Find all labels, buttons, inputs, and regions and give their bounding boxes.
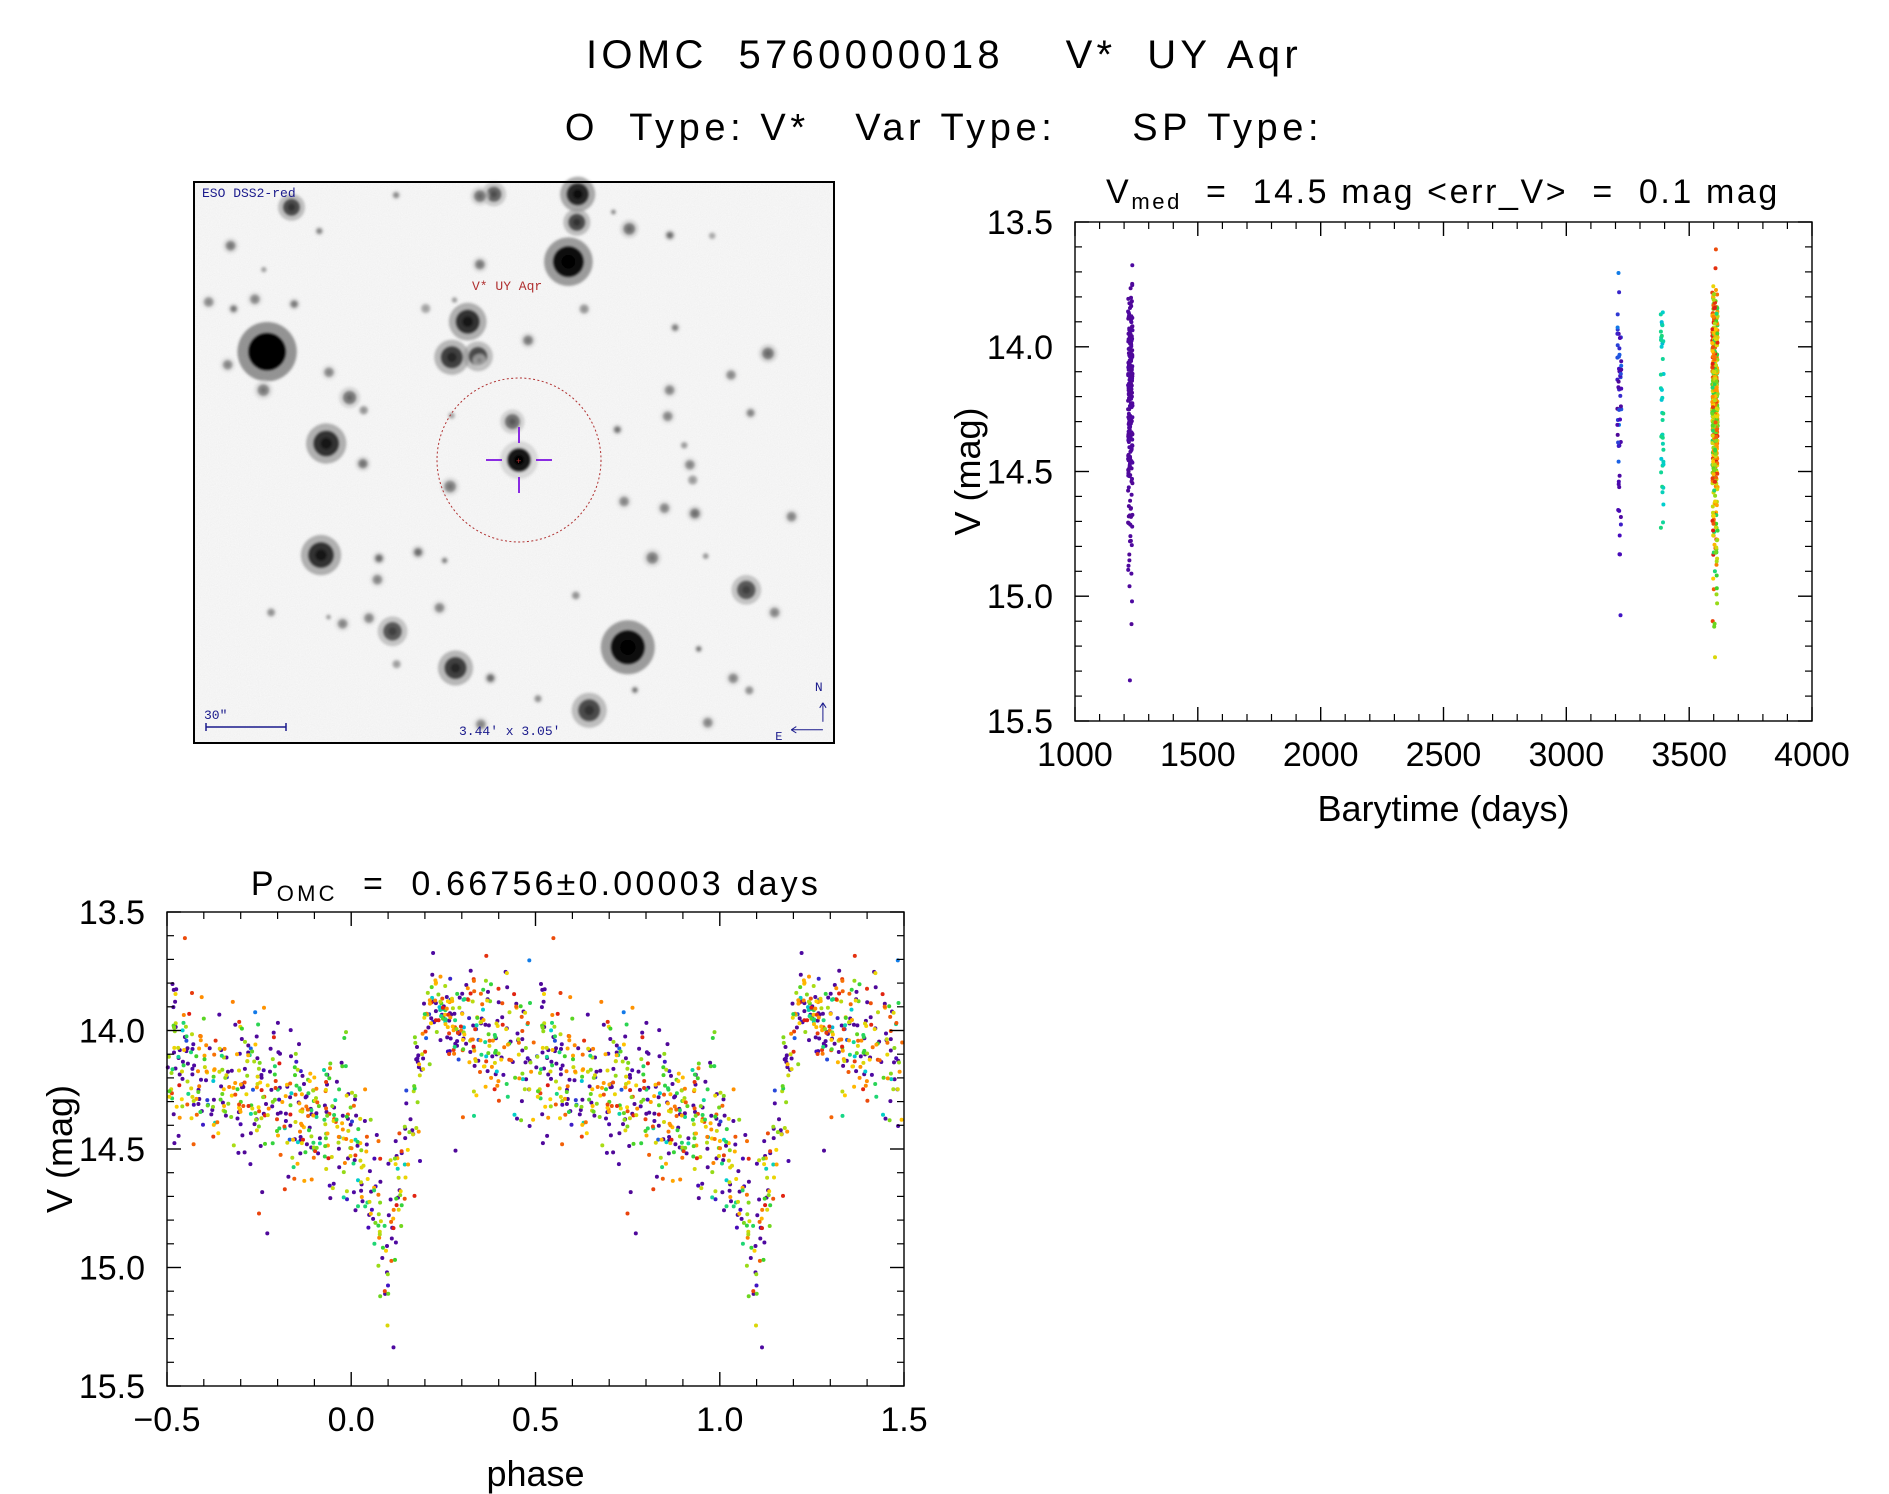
svg-text:IOMC 5760000018 V* UY Aqr: IOMC 5760000018 V* UY Aqr — [586, 33, 1302, 77]
svg-text:0.0: 0.0 — [328, 1401, 375, 1439]
svg-text:14.5: 14.5 — [987, 454, 1053, 492]
svg-text:3000: 3000 — [1528, 736, 1604, 774]
svg-text:13.5: 13.5 — [79, 894, 145, 932]
svg-text:V (mag): V (mag) — [947, 407, 988, 535]
svg-text:V* UY Aqr: V* UY Aqr — [472, 279, 542, 294]
svg-text:14.5: 14.5 — [79, 1131, 145, 1169]
svg-text:Barytime (days): Barytime (days) — [1317, 788, 1569, 829]
svg-text:2500: 2500 — [1406, 736, 1482, 774]
svg-text:15.5: 15.5 — [79, 1368, 145, 1406]
svg-text:3500: 3500 — [1651, 736, 1727, 774]
svg-text:15.0: 15.0 — [987, 578, 1053, 616]
svg-text:15.5: 15.5 — [987, 703, 1053, 741]
svg-text:1000: 1000 — [1037, 736, 1113, 774]
svg-text:ESO DSS2-red: ESO DSS2-red — [202, 186, 296, 201]
svg-text:2000: 2000 — [1283, 736, 1359, 774]
svg-text:14.0: 14.0 — [79, 1013, 145, 1051]
svg-text:Vmed = 14.5 mag <err_V> =: Vmed = 14.5 mag <err_V> = 0.1 mag — [1106, 173, 1780, 214]
svg-text:0.5: 0.5 — [512, 1401, 559, 1439]
svg-text:1500: 1500 — [1160, 736, 1236, 774]
svg-text:E: E — [775, 730, 782, 744]
svg-text:N: N — [815, 680, 823, 695]
svg-text:−0.5: −0.5 — [133, 1401, 200, 1439]
svg-text:4000: 4000 — [1774, 736, 1850, 774]
svg-text:30": 30" — [204, 708, 227, 723]
svg-text:14.0: 14.0 — [987, 329, 1053, 367]
svg-text:O Type: V* Var Type: SP: O Type: V* Var Type: SP Type: — [565, 107, 1323, 149]
svg-text:V (mag): V (mag) — [39, 1085, 80, 1213]
svg-text:+: + — [516, 457, 521, 467]
svg-text:1.5: 1.5 — [880, 1401, 927, 1439]
svg-text:3.44' x 3.05': 3.44' x 3.05' — [459, 724, 560, 739]
svg-text:15.0: 15.0 — [79, 1250, 145, 1288]
svg-text:phase: phase — [486, 1453, 584, 1494]
svg-text:1.0: 1.0 — [696, 1401, 743, 1439]
svg-text:13.5: 13.5 — [987, 204, 1053, 242]
